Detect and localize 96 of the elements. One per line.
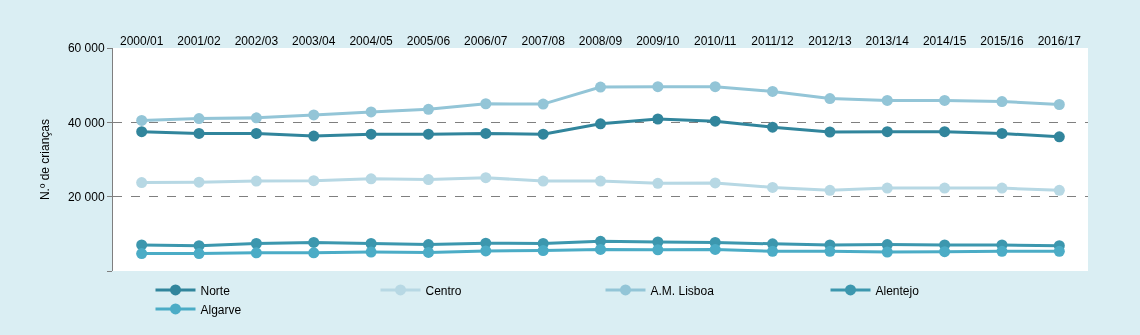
- point: [939, 126, 951, 138]
- point: [939, 182, 951, 194]
- point: [996, 182, 1008, 194]
- point: [881, 94, 893, 106]
- point: [1053, 245, 1065, 257]
- point: [824, 245, 836, 257]
- point: [1053, 98, 1065, 110]
- point: [193, 176, 205, 188]
- x-tick-label: 2006/07: [464, 33, 508, 48]
- y-tick-label: 40 000: [67, 115, 105, 130]
- point: [939, 94, 951, 106]
- point: [250, 175, 262, 187]
- point: [537, 128, 549, 140]
- point: [595, 243, 606, 255]
- point: [767, 85, 779, 97]
- point: [250, 238, 262, 249]
- point: [422, 246, 434, 258]
- x-tick-label: 2008/09: [578, 33, 623, 48]
- point: [537, 245, 549, 257]
- point: [365, 246, 377, 258]
- point: [308, 247, 320, 259]
- point: [480, 127, 492, 139]
- legend-label: A.M. Lisboa: [650, 283, 715, 298]
- point: [136, 177, 148, 189]
- point: [308, 109, 320, 121]
- point: [881, 182, 893, 194]
- point: [595, 175, 606, 187]
- point: [193, 113, 205, 125]
- x-tick-label: 2011/12: [751, 33, 795, 48]
- x-tick-label: 2016/17: [1037, 33, 1082, 48]
- point: [537, 175, 549, 187]
- point: [308, 175, 320, 187]
- x-tick-label: 2004/05: [349, 33, 394, 48]
- legend-label: Norte: [200, 283, 231, 298]
- point: [824, 184, 836, 196]
- x-tick-label: 2012/13: [808, 33, 852, 48]
- point: [652, 81, 664, 93]
- point: [193, 127, 205, 139]
- point: [1053, 131, 1065, 143]
- point: [652, 177, 664, 189]
- point: [996, 96, 1008, 108]
- point: [652, 244, 664, 256]
- x-tick-label: 2001/02: [177, 33, 222, 48]
- x-tick-label: 2014/15: [922, 33, 967, 48]
- x-tick-label: 2007/08: [521, 33, 566, 48]
- point: [365, 128, 377, 140]
- legend-label: Algarve: [200, 302, 242, 317]
- point: [881, 126, 893, 138]
- point: [136, 248, 148, 260]
- x-tick-label: 2013/14: [865, 33, 910, 48]
- point: [480, 245, 492, 257]
- point: [365, 173, 377, 185]
- point: [767, 121, 779, 133]
- point: [308, 130, 320, 142]
- point: [136, 114, 148, 126]
- point: [709, 115, 721, 127]
- point: [308, 236, 320, 248]
- x-tick-label: 2005/06: [406, 33, 451, 48]
- point: [1053, 184, 1065, 196]
- x-tick-label: 2000/01: [119, 33, 164, 48]
- point: [996, 127, 1008, 139]
- point: [881, 246, 893, 258]
- point: [422, 128, 434, 140]
- point: [193, 248, 205, 260]
- x-tick-label: 2010/11: [693, 33, 737, 48]
- point: [422, 174, 434, 186]
- point: [652, 113, 664, 125]
- x-tick-label: 2002/03: [234, 33, 279, 48]
- point: [824, 126, 836, 138]
- point: [250, 247, 262, 259]
- y-tick-label: 60 000: [67, 41, 105, 56]
- y-axis-title: N.º de crianças: [38, 118, 53, 201]
- point: [595, 81, 606, 93]
- point: [709, 81, 721, 93]
- point: [365, 106, 377, 118]
- point: [996, 245, 1008, 257]
- point: [480, 172, 492, 184]
- point: [136, 126, 148, 138]
- point: [709, 243, 721, 255]
- point: [250, 112, 262, 124]
- x-tick-label: 2015/16: [980, 33, 1024, 48]
- point: [767, 181, 779, 193]
- point: [480, 98, 492, 110]
- point: [767, 245, 779, 257]
- point: [824, 93, 836, 105]
- point: [250, 127, 262, 139]
- x-tick-label: 2003/04: [292, 33, 336, 48]
- legend-label: Centro: [425, 283, 462, 298]
- point: [939, 246, 951, 258]
- point: [537, 98, 549, 110]
- point: [422, 103, 434, 115]
- x-tick-label: 2009/10: [636, 33, 680, 48]
- point: [709, 177, 721, 189]
- legend-label: Alentejo: [875, 283, 920, 298]
- y-tick-label: 20 000: [67, 189, 105, 204]
- point: [595, 118, 606, 130]
